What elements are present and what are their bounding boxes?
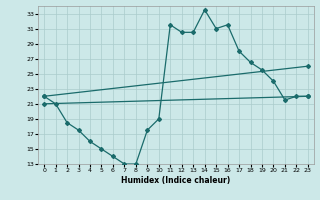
X-axis label: Humidex (Indice chaleur): Humidex (Indice chaleur)	[121, 176, 231, 185]
